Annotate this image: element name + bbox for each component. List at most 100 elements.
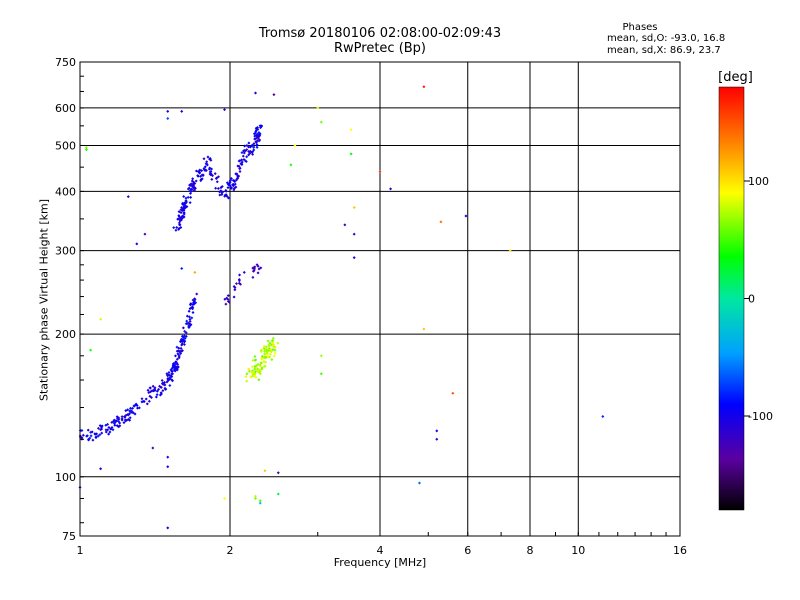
data-point: [80, 428, 84, 432]
data-point: [227, 300, 231, 304]
data-point: [435, 437, 439, 441]
data-point: [263, 356, 267, 360]
y-tick-label: 500: [55, 139, 76, 152]
data-point: [349, 128, 353, 132]
data-point: [175, 225, 179, 229]
data-point: [177, 356, 181, 360]
data-point: [134, 402, 138, 406]
data-point: [240, 151, 244, 155]
data-point: [224, 302, 228, 306]
data-point: [214, 177, 218, 181]
data-point: [247, 367, 251, 371]
data-point: [179, 208, 183, 212]
data-point: [155, 393, 159, 397]
data-point: [188, 191, 192, 195]
data-point: [195, 292, 199, 296]
data-point: [84, 148, 88, 152]
data-point: [115, 415, 119, 419]
data-point: [202, 168, 206, 172]
data-point: [151, 446, 155, 450]
data-point: [268, 352, 272, 356]
data-point: [439, 220, 443, 224]
data-point: [231, 184, 235, 188]
data-point: [135, 242, 139, 246]
chart-subtitle: RwPretec (Bp): [333, 41, 427, 56]
data-point: [242, 270, 246, 274]
data-point: [191, 311, 195, 315]
data-point: [145, 402, 149, 406]
data-point: [147, 399, 151, 403]
data-point: [233, 182, 237, 186]
data-point: [210, 177, 214, 181]
data-point: [269, 350, 273, 354]
data-point: [247, 145, 251, 149]
data-point: [174, 228, 178, 232]
data-point: [243, 158, 247, 162]
data-point: [182, 195, 186, 199]
data-point: [182, 340, 186, 344]
data-point: [258, 372, 262, 376]
data-point: [89, 434, 93, 438]
data-point: [213, 172, 217, 176]
data-point: [257, 130, 261, 134]
data-point: [171, 362, 175, 366]
x-tick-label: 2: [227, 544, 234, 557]
data-point: [104, 428, 108, 432]
data-point: [178, 340, 182, 344]
data-point: [245, 379, 249, 383]
data-point: [276, 471, 280, 475]
data-point: [249, 375, 253, 379]
data-point: [166, 526, 170, 530]
data-point: [111, 420, 115, 424]
data-point: [96, 434, 100, 438]
phase-stats-heading: Phases: [622, 22, 658, 33]
data-point: [215, 180, 219, 184]
phase-stats-x-mode: mean, sd,X: 86.9, 23.7: [607, 45, 721, 56]
data-point: [229, 178, 233, 182]
data-point: [260, 357, 264, 361]
data-point: [237, 281, 241, 285]
data-point: [251, 266, 255, 270]
data-point: [293, 143, 297, 147]
data-point: [289, 163, 293, 167]
data-point: [218, 193, 222, 197]
data-point: [243, 144, 247, 148]
data-point: [253, 494, 257, 498]
data-point: [232, 188, 236, 192]
data-point: [208, 156, 212, 160]
data-point: [210, 167, 214, 171]
data-point: [142, 400, 146, 404]
data-point: [193, 270, 197, 274]
data-point: [191, 303, 195, 307]
data-point: [205, 162, 209, 166]
data-point: [186, 187, 190, 191]
data-point: [85, 434, 89, 438]
data-point: [89, 348, 93, 352]
y-tick-label: 400: [55, 185, 76, 198]
data-point: [247, 369, 251, 373]
data-point: [235, 282, 239, 286]
data-point: [256, 136, 260, 140]
data-point: [316, 106, 320, 110]
data-point: [245, 143, 249, 147]
data-point: [272, 345, 276, 349]
y-tick-label: 300: [55, 245, 76, 258]
data-point: [206, 155, 210, 159]
data-point: [508, 249, 512, 253]
data-point: [250, 365, 254, 369]
data-point: [122, 421, 126, 425]
data-point: [262, 346, 266, 350]
data-point: [273, 348, 277, 352]
data-point: [167, 377, 171, 381]
data-point: [175, 345, 179, 349]
data-point: [207, 167, 211, 171]
data-point: [256, 271, 260, 275]
data-point: [188, 319, 192, 323]
data-point: [172, 226, 176, 230]
data-point: [422, 85, 426, 89]
data-point: [108, 430, 112, 434]
data-point: [148, 386, 152, 390]
data-point: [225, 296, 229, 300]
data-point: [232, 179, 236, 183]
data-point: [247, 141, 251, 145]
